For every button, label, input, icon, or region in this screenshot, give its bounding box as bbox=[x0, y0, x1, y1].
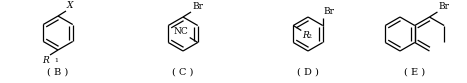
Text: ( B ): ( B ) bbox=[47, 68, 69, 77]
Text: ( D ): ( D ) bbox=[297, 68, 319, 77]
Text: Br: Br bbox=[324, 7, 335, 17]
Text: ( C ): ( C ) bbox=[172, 68, 194, 77]
Text: NC: NC bbox=[174, 27, 189, 37]
Text: Br: Br bbox=[439, 2, 449, 11]
Text: ( E ): ( E ) bbox=[404, 68, 425, 77]
Text: Br: Br bbox=[192, 2, 203, 11]
Text: R: R bbox=[302, 32, 309, 41]
Text: 2: 2 bbox=[307, 35, 311, 40]
Text: X: X bbox=[67, 1, 73, 10]
Text: R: R bbox=[42, 56, 49, 65]
Text: 1: 1 bbox=[54, 58, 58, 63]
